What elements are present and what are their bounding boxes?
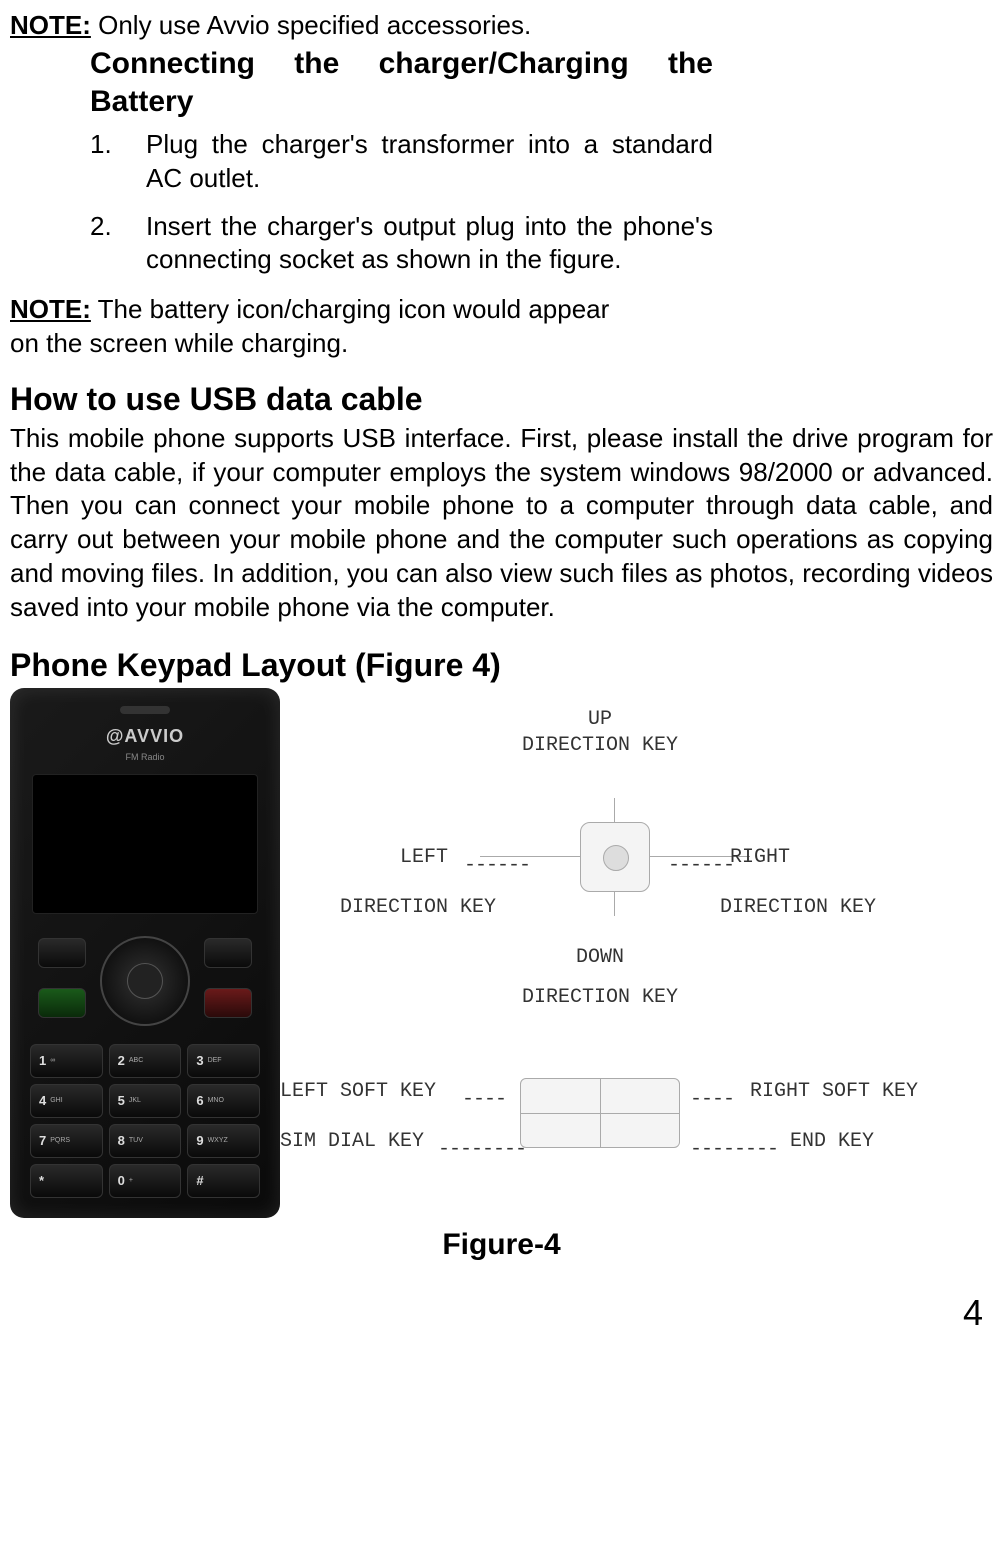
- charger-heading: Connecting the charger/Charging the Batt…: [90, 45, 713, 120]
- key-1: 1∞: [30, 1044, 103, 1078]
- keypad-diagram: UP DIRECTION KEY LEFT DIRECTION KEY RIGH…: [300, 688, 993, 1218]
- label-sim-dial-key: SIM DIAL KEY: [280, 1130, 424, 1153]
- phone-sublabel: FM Radio: [125, 752, 164, 762]
- label-left-soft-key: LEFT SOFT KEY: [280, 1080, 436, 1103]
- phone-keypad: 1∞ 2ABC 3DEF 4GHI 5JKL 6MNO 7PQRS 8TUV 9…: [30, 1044, 260, 1198]
- step-text: Insert the charger's output plug into th…: [146, 210, 713, 278]
- note-accessories: NOTE: Only use Avvio specified accessori…: [10, 10, 993, 41]
- key-9: 9WXYZ: [187, 1124, 260, 1158]
- phone-right-softkey: [204, 938, 252, 968]
- phone-dial-key: [38, 988, 86, 1018]
- key-hash: #: [187, 1164, 260, 1198]
- phone-logo: @AVVIO: [106, 726, 184, 747]
- key-5: 5JKL: [109, 1084, 182, 1118]
- list-item: 1. Plug the charger's transformer into a…: [90, 128, 713, 196]
- dash: ----: [690, 1088, 734, 1111]
- dash: --------: [438, 1138, 526, 1161]
- note-text: Only use Avvio specified accessories.: [98, 10, 531, 40]
- key-star: *: [30, 1164, 103, 1198]
- dash: ----: [462, 1088, 506, 1111]
- figure-caption: Figure-4: [10, 1228, 993, 1262]
- note-label: NOTE:: [10, 10, 91, 40]
- note-charging: NOTE: The battery icon/charging icon wou…: [10, 293, 770, 361]
- phone-end-key: [204, 988, 252, 1018]
- dash: --------: [690, 1138, 778, 1161]
- key-2: 2ABC: [109, 1044, 182, 1078]
- label-up: UP: [588, 708, 612, 731]
- key-3: 3DEF: [187, 1044, 260, 1078]
- key-7: 7PQRS: [30, 1124, 103, 1158]
- phone-screen: [32, 774, 258, 914]
- charger-steps: 1. Plug the charger's transformer into a…: [90, 128, 713, 277]
- label-right-soft-key: RIGHT SOFT KEY: [750, 1080, 918, 1103]
- step-text: Plug the charger's transformer into a st…: [146, 128, 713, 196]
- label-direction-key: DIRECTION KEY: [720, 896, 876, 919]
- dpad-box: [580, 822, 650, 892]
- phone-left-softkey: [38, 938, 86, 968]
- softkey-diagram: [520, 1078, 680, 1148]
- label-direction-key: DIRECTION KEY: [522, 734, 678, 757]
- key-8: 8TUV: [109, 1124, 182, 1158]
- label-direction-key: DIRECTION KEY: [522, 986, 678, 1009]
- note-label: NOTE:: [10, 294, 91, 324]
- label-right: RIGHT: [730, 846, 790, 869]
- phone-speaker: [120, 706, 170, 714]
- figure-4: @AVVIO FM Radio 1∞ 2ABC 3DEF 4GHI 5JKL 6…: [10, 688, 993, 1218]
- list-item: 2. Insert the charger's output plug into…: [90, 210, 713, 278]
- dash: ------: [464, 854, 530, 877]
- phone-photo: @AVVIO FM Radio 1∞ 2ABC 3DEF 4GHI 5JKL 6…: [10, 688, 280, 1218]
- step-number: 1.: [90, 128, 146, 196]
- label-end-key: END KEY: [790, 1130, 874, 1153]
- label-direction-key: DIRECTION KEY: [340, 896, 496, 919]
- key-0: 0+: [109, 1164, 182, 1198]
- dash: ------: [668, 854, 734, 877]
- label-down: DOWN: [576, 946, 624, 969]
- dpad-center: [603, 845, 629, 871]
- phone-dpad: [100, 936, 190, 1026]
- page-number: 4: [10, 1292, 993, 1334]
- keypad-heading: Phone Keypad Layout (Figure 4): [10, 647, 993, 684]
- usb-body: This mobile phone supports USB interface…: [10, 422, 993, 625]
- key-4: 4GHI: [30, 1084, 103, 1118]
- label-left: LEFT: [400, 846, 448, 869]
- key-6: 6MNO: [187, 1084, 260, 1118]
- usb-heading: How to use USB data cable: [10, 381, 993, 418]
- step-number: 2.: [90, 210, 146, 278]
